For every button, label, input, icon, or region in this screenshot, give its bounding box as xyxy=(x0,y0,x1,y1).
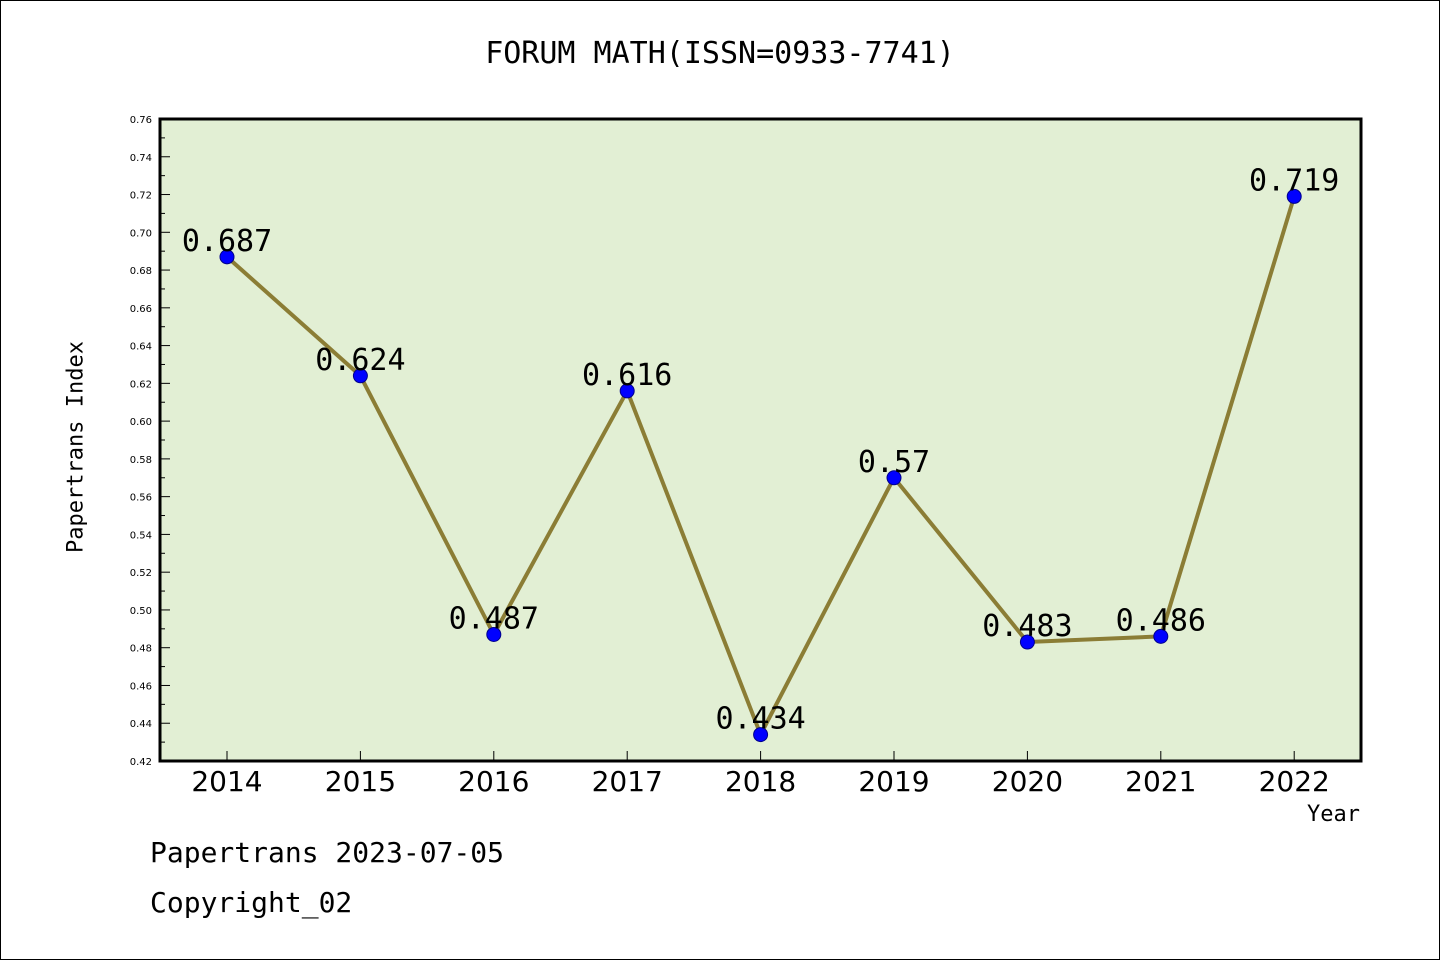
data-label: 0.616 xyxy=(582,358,672,393)
y-tick-label: 0.74 xyxy=(130,153,152,164)
series-group: 0.687 0.624 0.487 0.616 0.434 0.57 0.483 0.486 0… xyxy=(182,163,1339,743)
y-tick-label: 0.48 xyxy=(130,644,152,655)
data-label: 0.487 xyxy=(449,601,539,636)
y-tick-label: 0.46 xyxy=(130,681,152,692)
x-tick-label: 2019 xyxy=(858,765,929,798)
data-label: 0.483 xyxy=(982,609,1072,644)
x-axis-label: Year xyxy=(1307,802,1360,827)
data-point xyxy=(219,249,235,265)
x-tick-label: 2016 xyxy=(458,765,529,798)
data-label: 0.719 xyxy=(1249,163,1339,198)
y-tick-label: 0.58 xyxy=(130,455,152,466)
data-point xyxy=(1286,188,1302,204)
data-point xyxy=(1153,628,1169,644)
y-tick-label: 0.60 xyxy=(130,417,152,428)
y-tick-label: 0.72 xyxy=(130,191,152,202)
x-tick-label: 2020 xyxy=(992,765,1063,798)
data-label: 0.687 xyxy=(182,224,272,259)
y-tick-label: 0.70 xyxy=(130,228,152,239)
footer-date: Papertrans 2023-07-05 xyxy=(150,836,505,869)
data-point xyxy=(886,470,902,486)
x-tick-label: 2015 xyxy=(325,765,396,798)
data-point xyxy=(352,368,368,384)
x-tick-label: 2022 xyxy=(1259,765,1330,798)
y-axis: 0.42 0.44 0.46 0.48 0.50 0.52 0.54 0.56 0.58 0.60… xyxy=(130,115,170,768)
y-tick-label: 0.66 xyxy=(130,304,152,315)
data-point xyxy=(619,383,635,399)
data-label: 0.486 xyxy=(1116,603,1206,638)
y-tick-label: 0.50 xyxy=(130,606,152,617)
y-tick-label: 0.42 xyxy=(130,757,152,768)
chart-title: FORUM MATH(ISSN=0933-7741) xyxy=(485,36,955,71)
y-tick-label: 0.54 xyxy=(130,530,152,541)
data-label: 0.57 xyxy=(858,445,930,480)
data-label: 0.624 xyxy=(315,343,405,378)
y-tick-label: 0.64 xyxy=(130,342,152,353)
x-tick-label: 2021 xyxy=(1125,765,1196,798)
plot-area xyxy=(158,117,1363,763)
y-axis-label: Papertrans Index xyxy=(63,341,89,553)
data-point xyxy=(1019,634,1035,650)
y-tick-label: 0.68 xyxy=(130,266,152,277)
x-tick-label: 2017 xyxy=(592,765,663,798)
y-tick-label: 0.44 xyxy=(130,719,152,730)
x-tick-label: 2018 xyxy=(725,765,796,798)
data-point xyxy=(486,626,502,642)
y-tick-label: 0.52 xyxy=(130,568,152,579)
data-label: 0.434 xyxy=(715,702,805,737)
y-tick-label: 0.56 xyxy=(130,493,152,504)
x-axis: 2014 2015 2016 2017 2018 2019 2020 2021 2022 xyxy=(191,751,1330,798)
y-tick-label: 0.62 xyxy=(130,379,152,390)
y-tick-label: 0.76 xyxy=(130,115,152,126)
footer-copyright: Copyright_02 xyxy=(150,886,353,919)
x-tick-label: 2014 xyxy=(191,765,262,798)
data-point xyxy=(753,727,769,743)
